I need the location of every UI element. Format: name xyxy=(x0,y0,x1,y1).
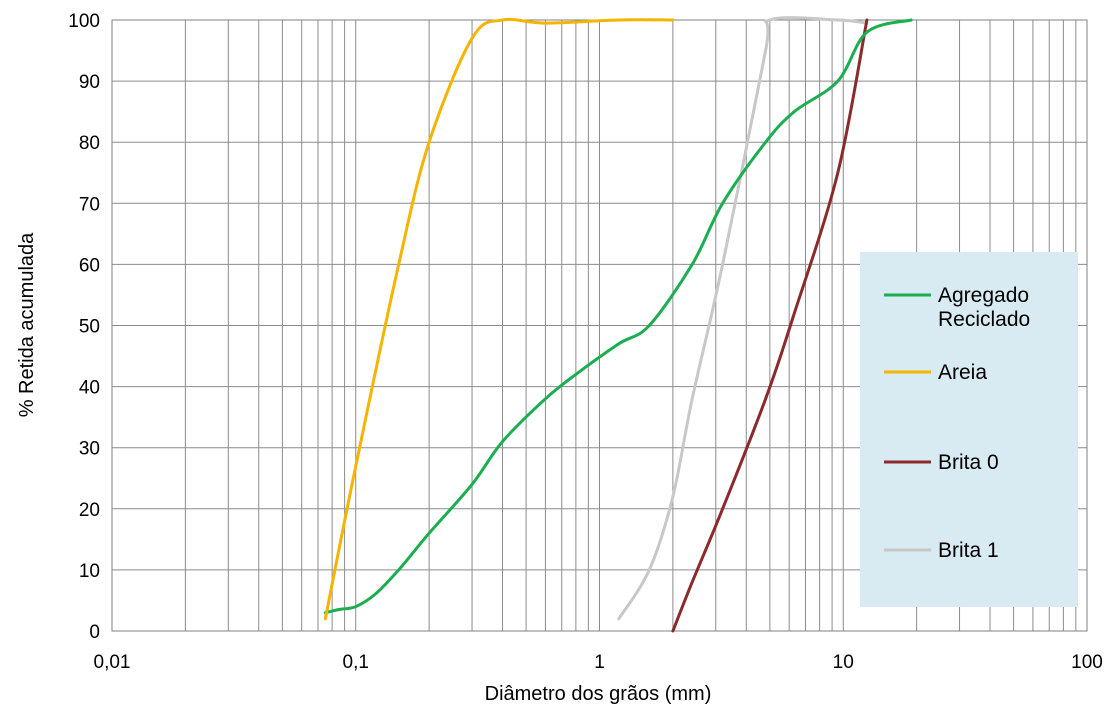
y-tick-label: 100 xyxy=(68,11,100,32)
legend-label-agregado-reciclado: Agregado Reciclado xyxy=(938,284,1030,331)
legend-box xyxy=(860,252,1078,607)
x-tick-label: 1 xyxy=(594,652,605,673)
x-axis-title: Diâmetro dos grãos (mm) xyxy=(485,683,712,705)
y-tick-label: 20 xyxy=(79,500,100,521)
y-axis-title: % Retida acumulada xyxy=(16,232,38,417)
series-line-brita-0 xyxy=(671,18,869,633)
x-tick-label: 0,1 xyxy=(343,652,369,673)
legend-label-areia: Areia xyxy=(938,361,987,384)
x-tick-label: 0,01 xyxy=(94,652,131,673)
y-axis: 0 10 20 30 40 50 60 70 80 90 100 xyxy=(68,11,100,643)
y-tick-label: 60 xyxy=(79,255,100,276)
x-tick-label: 10 xyxy=(833,652,854,673)
series-line-agregado-reciclado xyxy=(323,18,913,615)
y-tick-label: 0 xyxy=(89,622,100,643)
y-tick-label: 10 xyxy=(79,561,100,582)
legend-items: Agregado Reciclado Areia Brita 0 Brita 1 xyxy=(884,284,1030,562)
x-axis: 0,01 0,1 1 10 100 xyxy=(94,652,1103,673)
series-line-brita-1 xyxy=(617,16,869,621)
y-tick-label: 90 xyxy=(79,72,100,93)
legend xyxy=(860,252,1078,607)
plot-area xyxy=(323,16,913,633)
y-tick-label: 30 xyxy=(79,439,100,460)
y-tick-label: 80 xyxy=(79,133,100,154)
legend-label-brita-0: Brita 0 xyxy=(938,451,999,474)
y-tick-label: 40 xyxy=(79,378,100,399)
y-tick-label: 70 xyxy=(79,194,100,215)
x-tick-label: 100 xyxy=(1071,652,1103,673)
series-line-areia xyxy=(323,17,675,621)
legend-label-brita-1: Brita 1 xyxy=(938,539,999,562)
y-tick-label: 50 xyxy=(79,317,100,338)
